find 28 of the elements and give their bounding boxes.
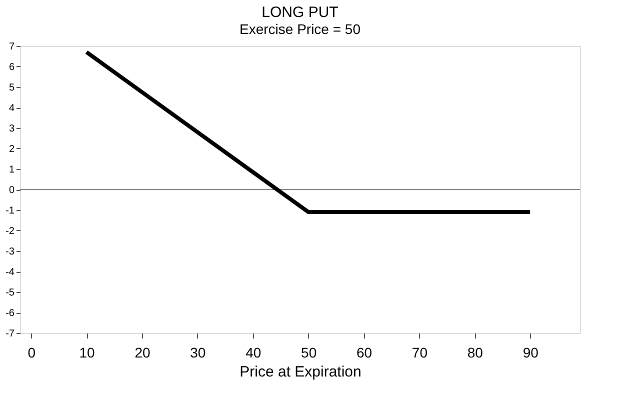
x-axis-title: Price at Expiration <box>240 364 362 380</box>
y-tick-label: -1 <box>6 206 15 216</box>
y-tick-label: -6 <box>6 308 15 319</box>
y-tick-label: -5 <box>6 288 15 298</box>
x-tick-label: 60 <box>356 344 372 360</box>
y-tick-label: -3 <box>6 246 15 258</box>
x-tick-label: 80 <box>467 344 484 360</box>
chart-subtitle: Exercise Price = 50 <box>240 21 361 37</box>
y-tick-label: 7 <box>8 42 15 52</box>
y-tick-label: 5 <box>8 82 15 94</box>
y-tick-label: 4 <box>8 103 15 114</box>
y-tick-label: 3 <box>8 124 15 134</box>
y-tick-label: 0 <box>8 185 15 196</box>
y-tick-label: -2 <box>6 226 15 237</box>
x-tick-label: 30 <box>190 344 206 360</box>
x-tick-label: 20 <box>134 344 150 360</box>
x-tick-label: 0 <box>28 344 36 360</box>
x-tick-label: 40 <box>246 344 262 360</box>
x-tick-label: 10 <box>79 344 96 360</box>
y-tick-label: 2 <box>8 144 15 155</box>
chart-title: LONG PUT <box>262 4 338 21</box>
x-tick-label: 50 <box>301 344 317 360</box>
y-tick-label: -7 <box>6 328 15 340</box>
y-tick-label: 1 <box>8 164 15 176</box>
y-tick-label: 6 <box>8 62 15 73</box>
x-tick-label: 70 <box>412 344 428 360</box>
x-tick-label: 90 <box>522 344 539 360</box>
y-tick-label: -4 <box>6 267 15 278</box>
